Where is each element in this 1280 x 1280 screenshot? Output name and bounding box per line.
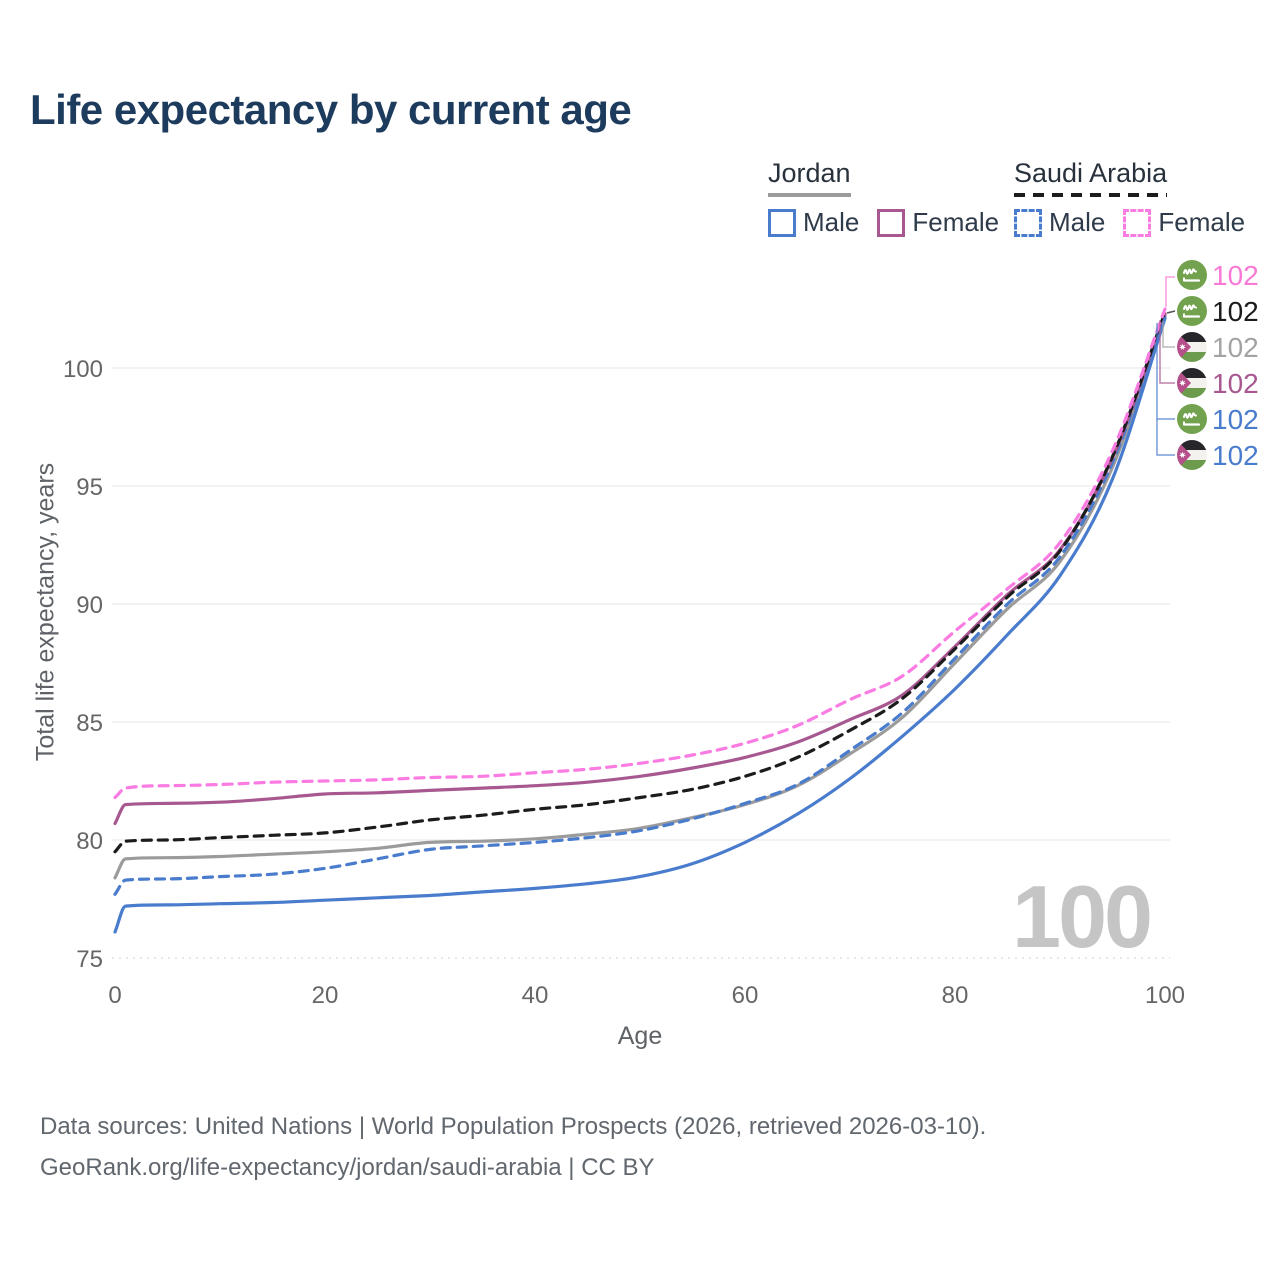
jordan-flag-icon bbox=[1177, 440, 1207, 470]
x-tick-label: 40 bbox=[522, 982, 549, 1009]
footer: Data sources: United Nations | World Pop… bbox=[40, 1106, 986, 1188]
end-value-label: 102 bbox=[1212, 368, 1259, 399]
y-tick-label: 100 bbox=[63, 356, 103, 383]
y-tick-label: 80 bbox=[76, 828, 103, 855]
end-value-label: 102 bbox=[1212, 260, 1259, 291]
y-tick-label: 85 bbox=[76, 710, 103, 737]
series-line-jordan-total bbox=[113, 314, 1167, 880]
x-axis-title: Age bbox=[617, 1022, 663, 1050]
legend-item-label: Female bbox=[912, 207, 1000, 237]
footer-attribution: GeoRank.org/life-expectancy/jordan/saudi… bbox=[40, 1154, 655, 1181]
male-dashed-swatch-icon bbox=[1014, 208, 1042, 237]
footer-data-sources: Data sources: United Nations | World Pop… bbox=[40, 1113, 987, 1140]
male-solid-swatch-icon bbox=[768, 208, 796, 237]
leader-line bbox=[1156, 419, 1175, 456]
legend-item-saudi-female[interactable]: Female bbox=[1123, 207, 1245, 238]
legend-line-sample-solid bbox=[768, 193, 851, 197]
series-line-jordan-male bbox=[113, 316, 1167, 934]
series-line-saudi-female bbox=[113, 307, 1167, 800]
leader-line bbox=[1159, 320, 1175, 384]
series-line-saudi-total bbox=[113, 310, 1167, 854]
page-title: Life expectancy by current age bbox=[30, 86, 632, 133]
legend-item-label: Female bbox=[1158, 207, 1246, 237]
saudi-arabia-flag-icon bbox=[1177, 260, 1207, 290]
jordan-flag-icon bbox=[1177, 368, 1207, 398]
end-value-label: 102 bbox=[1212, 332, 1259, 363]
x-tick-label: 80 bbox=[942, 982, 969, 1009]
series-line-saudi-male bbox=[113, 313, 1167, 896]
end-value-label: 102 bbox=[1212, 296, 1259, 327]
legend-country-label: Saudi Arabia bbox=[1014, 158, 1168, 188]
legend-group-saudi-arabia: Saudi Arabia Male Female bbox=[1014, 158, 1245, 238]
y-tick-label: 90 bbox=[76, 592, 103, 619]
end-value-label: 102 bbox=[1212, 404, 1259, 435]
y-tick-label: 75 bbox=[76, 946, 103, 973]
legend: Jordan Male Female Saudi Arabia Male bbox=[0, 158, 1280, 248]
leader-line bbox=[1166, 310, 1176, 314]
saudi-arabia-flag-icon bbox=[1177, 296, 1207, 326]
legend-group-jordan: Jordan Male Female bbox=[768, 158, 999, 238]
female-solid-swatch-icon bbox=[877, 208, 906, 237]
x-tick-label: 100 bbox=[1145, 982, 1185, 1009]
leader-line bbox=[1162, 321, 1175, 348]
legend-line-sample-dashed bbox=[1014, 193, 1168, 197]
saudi-arabia-flag-icon bbox=[1177, 404, 1207, 434]
x-tick-label: 20 bbox=[312, 982, 339, 1009]
female-dashed-swatch-icon bbox=[1123, 208, 1152, 237]
x-tick-label: 60 bbox=[732, 982, 759, 1009]
legend-item-jordan-female[interactable]: Female bbox=[877, 207, 999, 238]
leader-line bbox=[1165, 276, 1175, 307]
age-watermark: 100 bbox=[1012, 867, 1153, 966]
end-value-label: 102 bbox=[1212, 440, 1259, 471]
legend-item-jordan-male[interactable]: Male bbox=[768, 207, 859, 238]
jordan-flag-icon bbox=[1177, 332, 1207, 362]
legend-item-saudi-male[interactable]: Male bbox=[1014, 207, 1105, 238]
legend-item-label: Male bbox=[803, 207, 860, 237]
series-line-jordan-female bbox=[113, 312, 1167, 826]
legend-country-label: Jordan bbox=[768, 158, 851, 188]
y-tick-label: 95 bbox=[76, 474, 103, 501]
legend-item-label: Male bbox=[1049, 207, 1106, 237]
x-tick-label: 0 bbox=[108, 982, 121, 1009]
